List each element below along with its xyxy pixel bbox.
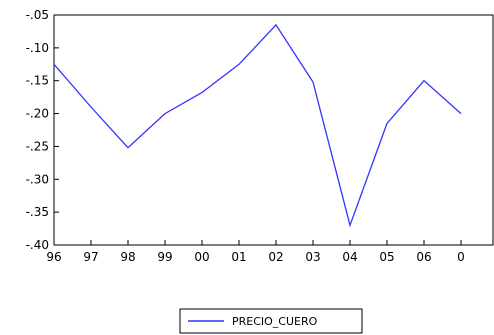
- legend-label: PRECIO_CUERO: [232, 315, 318, 328]
- y-tick-label: -.35: [26, 205, 49, 219]
- y-tick-label: -.20: [26, 107, 49, 121]
- y-tick-label: -.25: [26, 139, 49, 153]
- x-tick-label: 96: [46, 250, 61, 264]
- y-tick-label: -.30: [26, 172, 49, 186]
- legend: PRECIO_CUERO: [179, 308, 363, 334]
- x-tick-label: 04: [342, 250, 357, 264]
- x-tick-label: 01: [231, 250, 246, 264]
- plot-area: [53, 14, 494, 246]
- x-tick-label: 98: [120, 250, 135, 264]
- y-tick-label: -.10: [26, 41, 49, 55]
- x-tick-label: 03: [305, 250, 320, 264]
- x-tick-label: 05: [379, 250, 394, 264]
- x-tick-label: 02: [268, 250, 283, 264]
- y-axis: -.05 -.10 -.15 -.20 -.25 -.30 -.35 -.40: [26, 8, 59, 252]
- y-tick-label: -.40: [26, 238, 49, 252]
- x-tick-label: 97: [83, 250, 98, 264]
- x-axis: 96 97 98 99 00 01 02 03 04 05 06 0: [46, 240, 465, 264]
- x-tick-label: 99: [157, 250, 172, 264]
- y-tick-label: -.05: [26, 8, 49, 22]
- x-tick-label: 06: [416, 250, 431, 264]
- x-tick-label: 00: [194, 250, 209, 264]
- series-layer: [53, 23, 462, 228]
- x-tick-label: 0: [457, 250, 465, 264]
- series-line-precio-cuero: [53, 23, 462, 228]
- plot-frame: [53, 14, 494, 246]
- y-tick-label: -.15: [26, 74, 49, 88]
